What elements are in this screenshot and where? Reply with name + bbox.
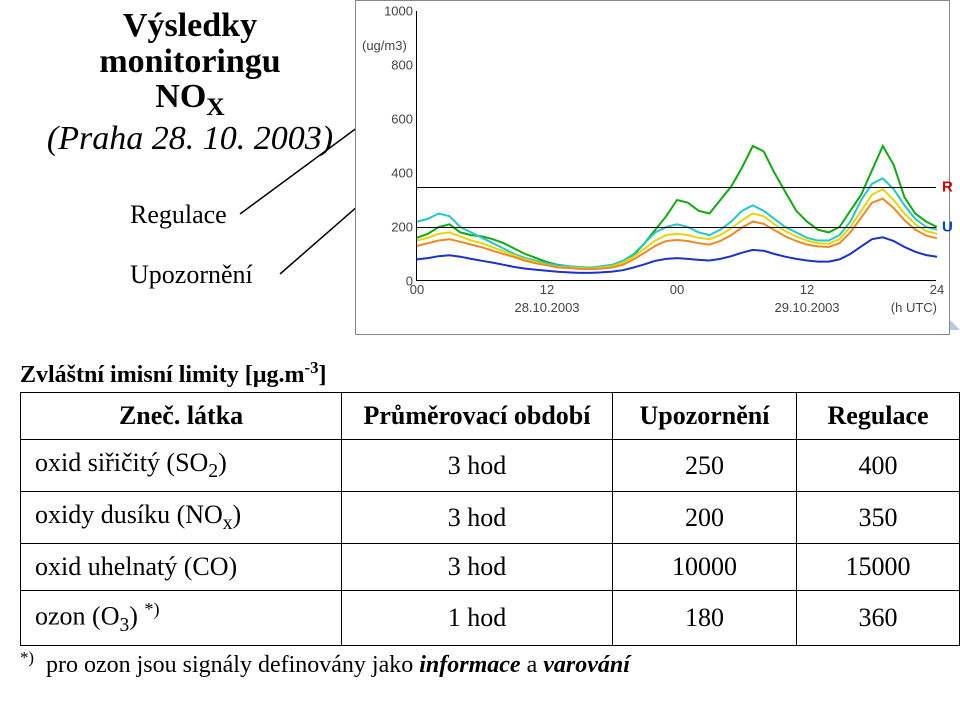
limits-heading: Zvláštní imisní limity [µg.m-3] xyxy=(20,358,327,389)
table-cell-name: oxidy dusíku (NOx) xyxy=(21,492,342,544)
table-cell-warn: 200 xyxy=(612,492,796,544)
limits-col-header: Upozornění xyxy=(612,393,796,440)
chart-threshold-label: U xyxy=(942,219,953,236)
table-cell-reg: 15000 xyxy=(797,544,960,591)
table-row: oxid uhelnatý (CO)3 hod1000015000 xyxy=(21,544,960,591)
limits-col-header: Zneč. látka xyxy=(21,393,342,440)
chart-series-svg xyxy=(417,11,936,280)
chart-xtick: 12 xyxy=(800,282,814,297)
chart-xtick: 00 xyxy=(670,282,684,297)
chart-xtick: 00 xyxy=(410,282,424,297)
table-cell-reg: 360 xyxy=(797,591,960,646)
table-row: oxid siřičitý (SO2)3 hod250400 xyxy=(21,440,960,492)
chart-series-s_blue xyxy=(417,237,937,273)
chart-ytick: 400 xyxy=(391,166,413,181)
table-cell-name: ozon (O3) *) xyxy=(21,591,342,646)
table-cell-warn: 250 xyxy=(612,440,796,492)
chart-frame: 02004006008001000(ug/m3)001200122428.10.… xyxy=(355,0,950,335)
chart-threshold-label: R xyxy=(942,178,953,195)
chart-xaxis-right-label: (h UTC) xyxy=(891,300,937,315)
limits-col-header: Regulace xyxy=(797,393,960,440)
table-cell-period: 1 hod xyxy=(342,591,613,646)
chart-xdate: 28.10.2003 xyxy=(514,300,579,315)
table-cell-period: 3 hod xyxy=(342,440,613,492)
chart-threshold-line xyxy=(417,187,936,188)
table-cell-period: 3 hod xyxy=(342,544,613,591)
table-cell-name: oxid uhelnatý (CO) xyxy=(21,544,342,591)
table-cell-name: oxid siřičitý (SO2) xyxy=(21,440,342,492)
chart-series-s_green xyxy=(417,146,937,268)
limits-col-header: Průměrovací období xyxy=(342,393,613,440)
chart-ytick: 200 xyxy=(391,220,413,235)
chart-series-s_cyan xyxy=(417,178,937,267)
chart-xtick: 12 xyxy=(540,282,554,297)
chart-plot-area: 02004006008001000(ug/m3)001200122428.10.… xyxy=(416,11,936,281)
chart-ytick: 1000 xyxy=(384,4,413,19)
limits-table: Zneč. látkaPrůměrovací obdobíUpozorněníR… xyxy=(20,392,960,646)
footnote: *) pro ozon jsou signály definovány jako… xyxy=(20,648,630,679)
chart-threshold-line xyxy=(417,227,936,228)
chart-ytick: 600 xyxy=(391,112,413,127)
table-row: ozon (O3) *)1 hod180360 xyxy=(21,591,960,646)
table-cell-warn: 10000 xyxy=(612,544,796,591)
table-cell-warn: 180 xyxy=(612,591,796,646)
footnote-text: pro ozon jsou signály definovány jako in… xyxy=(46,652,630,678)
table-cell-reg: 400 xyxy=(797,440,960,492)
table-row: oxidy dusíku (NOx)3 hod200350 xyxy=(21,492,960,544)
chart-ytick: 800 xyxy=(391,58,413,73)
table-cell-period: 3 hod xyxy=(342,492,613,544)
chart-xtick: 24 xyxy=(930,282,944,297)
chart-xdate: 29.10.2003 xyxy=(774,300,839,315)
chart-units: (ug/m3) xyxy=(362,38,407,53)
footnote-marker: *) xyxy=(20,648,34,667)
table-cell-reg: 350 xyxy=(797,492,960,544)
